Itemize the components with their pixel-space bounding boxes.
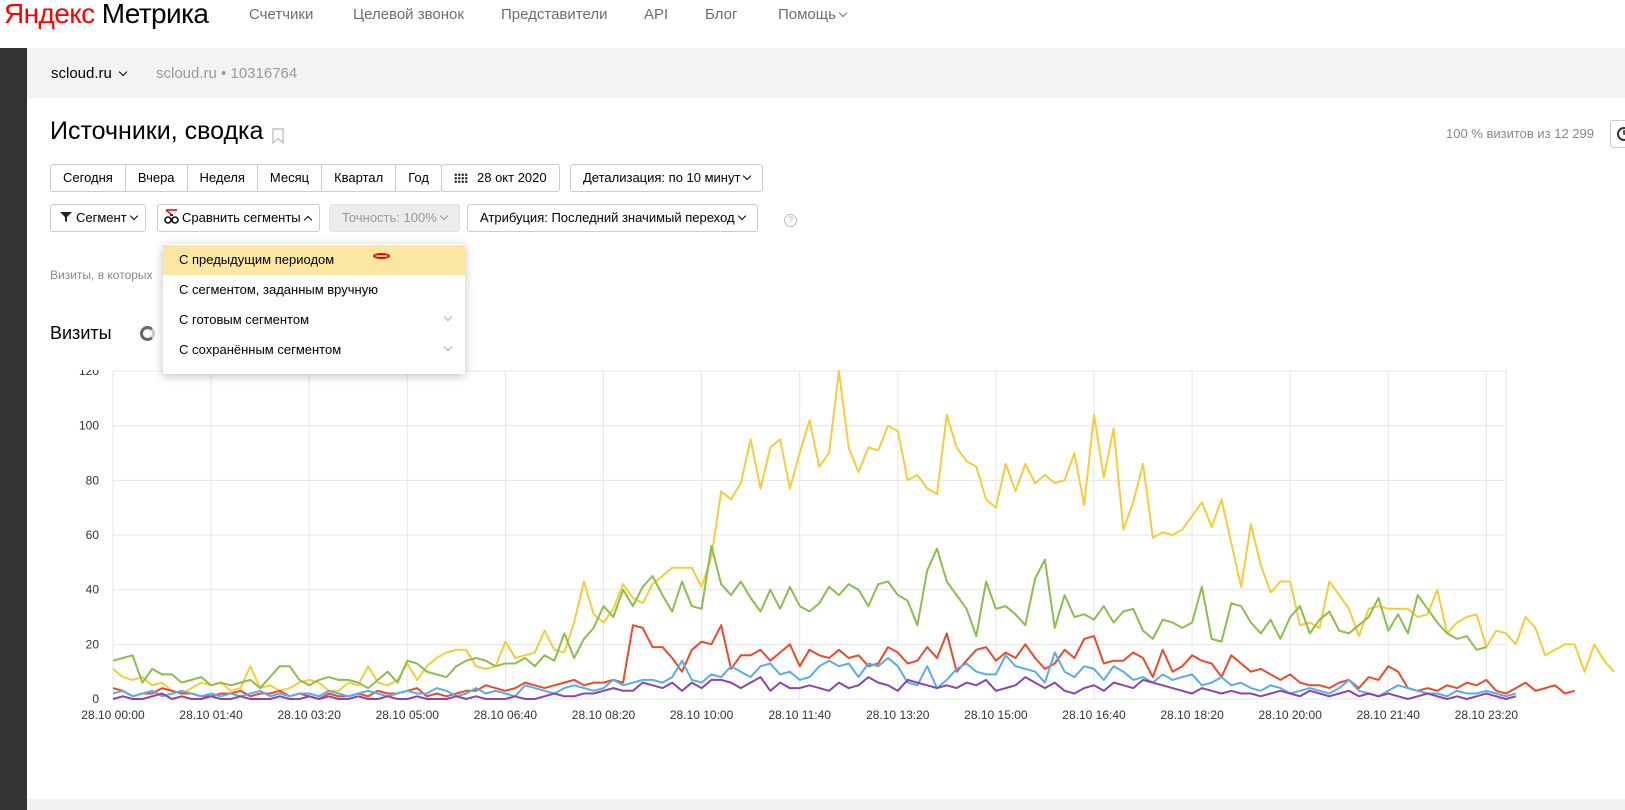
segment-button[interactable]: Сегмент — [50, 204, 146, 232]
chevron-down-icon — [737, 211, 746, 221]
y-tick-label: 80 — [86, 473, 100, 487]
nav-help[interactable]: Помощь — [778, 6, 848, 23]
x-tick-label: 28.10 20:00 — [1258, 708, 1322, 722]
counter-bar: scloud.ru scloud.ru • 10316764 — [27, 48, 1625, 98]
chevron-down-icon — [118, 67, 128, 77]
period-today[interactable]: Сегодня — [51, 165, 126, 191]
series-line-5 — [112, 676, 1517, 700]
visits-summary: 100 % визитов из 12 299 — [1446, 126, 1595, 141]
chevron-down-icon — [129, 211, 138, 221]
dropdown-item-ready-segment[interactable]: С готовым сегментом — [163, 305, 465, 335]
x-tick-label: 28.10 01:40 — [179, 708, 243, 722]
help-icon[interactable]: ? — [784, 214, 797, 227]
series-line-1 — [112, 370, 1615, 695]
nav-target-call[interactable]: Целевой звонок — [353, 6, 464, 23]
x-tick-label: 28.10 05:00 — [376, 708, 440, 722]
chevron-down-icon — [743, 171, 752, 181]
bottom-strip — [27, 799, 1625, 810]
filter-icon — [60, 212, 72, 222]
x-tick-label: 28.10 16:40 — [1062, 708, 1126, 722]
annotation-mark — [373, 253, 390, 259]
period-year[interactable]: Год — [408, 170, 429, 185]
series-line-4 — [112, 651, 1517, 698]
counter-separator: • — [221, 65, 227, 82]
dropdown-item-manual-segment[interactable]: С сегментом, заданным вручную — [179, 282, 378, 297]
x-tick-label: 28.10 23:20 — [1455, 708, 1519, 722]
nav-counters[interactable]: Счетчики — [249, 6, 314, 23]
counter-site: scloud.ru — [156, 65, 217, 82]
clock-icon — [1617, 127, 1625, 141]
accuracy-button[interactable]: Точность: 100% — [329, 204, 460, 232]
y-tick-label: 0 — [92, 692, 99, 706]
x-tick-label: 28.10 11:40 — [768, 708, 831, 722]
chart-title: Визиты — [50, 323, 112, 343]
nav-blog[interactable]: Блог — [705, 6, 738, 23]
chevron-up-icon — [303, 215, 312, 225]
y-tick-label: 120 — [79, 370, 99, 378]
date-picker-button[interactable]: 28 окт 2020 — [441, 164, 560, 192]
chart-type-icon[interactable] — [140, 326, 155, 341]
visits-line-chart: 0 20 40 60 80 100 120 28.10 00:00 28.10 01:40 28.… — [79, 370, 1615, 722]
period-yesterday[interactable]: Вчера — [126, 165, 188, 191]
counter-id: 10316764 — [230, 65, 298, 82]
period-selector: Сегодня Вчера Неделя Месяц Квартал Год — [50, 164, 442, 192]
x-tick-label: 28.10 21:40 — [1357, 708, 1421, 722]
chevron-down-icon — [439, 211, 449, 221]
history-button[interactable] — [1610, 120, 1625, 148]
attribution-button[interactable]: Атрибуция: Последний значимый переход — [467, 204, 758, 232]
series-line-2 — [112, 544, 1487, 690]
dropdown-item-saved-segment[interactable]: С сохранённым сегментом — [163, 335, 465, 365]
x-tick-label: 28.10 13:20 — [866, 708, 930, 722]
x-tick-label: 28.10 06:40 — [474, 708, 538, 722]
y-tick-label: 100 — [79, 419, 99, 433]
period-quarter[interactable]: Квартал — [322, 165, 397, 191]
x-tick-label: 28.10 18:20 — [1160, 708, 1224, 722]
x-tick-label: 28.10 10:00 — [670, 708, 734, 722]
counter-info: scloud.ru • 10316764 — [156, 65, 297, 82]
y-tick-label: 60 — [86, 528, 100, 542]
left-sidebar — [0, 48, 27, 810]
filter-description: Визиты, в которых — [50, 268, 153, 282]
compare-icon — [164, 209, 179, 224]
compare-segments-dropdown: С предыдущим периодом С сегментом, задан… — [163, 244, 465, 374]
bookmark-icon[interactable] — [272, 128, 284, 144]
y-tick-label: 40 — [86, 583, 100, 597]
chevron-down-icon — [443, 342, 453, 352]
period-week[interactable]: Неделя — [188, 165, 258, 191]
calendar-icon — [454, 173, 468, 183]
detail-button[interactable]: Детализация: по 10 минут — [570, 164, 764, 192]
x-tick-label: 28.10 00:00 — [81, 708, 145, 722]
nav-representatives[interactable]: Представители — [501, 6, 608, 23]
y-tick-label: 20 — [86, 637, 100, 651]
page-title: Источники, сводка — [50, 117, 264, 145]
yandex-metrika-logo[interactable]: Яндекс Метрика — [4, 0, 209, 29]
period-month[interactable]: Месяц — [258, 165, 323, 191]
top-header: Яндекс Метрика Счетчики Целевой звонок П… — [0, 0, 1625, 48]
nav-api[interactable]: API — [644, 6, 669, 23]
compare-segments-button[interactable]: Сравнить сегменты — [157, 204, 320, 232]
x-tick-label: 28.10 08:20 — [572, 708, 636, 722]
x-tick-label: 28.10 15:00 — [964, 708, 1028, 722]
x-tick-label: 28.10 03:20 — [277, 708, 341, 722]
dropdown-item-previous-period[interactable]: С предыдущим периодом — [163, 245, 465, 275]
chevron-down-icon — [838, 8, 848, 18]
chevron-down-icon — [443, 312, 453, 322]
counter-selector[interactable]: scloud.ru — [51, 65, 128, 82]
